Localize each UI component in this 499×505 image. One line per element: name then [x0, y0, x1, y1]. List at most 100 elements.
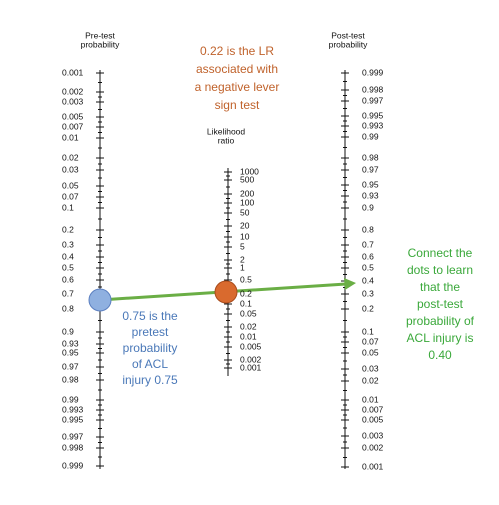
- tick-label: 1000: [240, 166, 259, 176]
- lr-note: associated with: [196, 62, 278, 76]
- tick-label: 0.005: [62, 111, 84, 121]
- tick-label: 0.002: [62, 86, 84, 96]
- tick-label: 0.6: [362, 251, 374, 261]
- tick-label: 0.01: [62, 132, 79, 142]
- tick-label: 0.001: [62, 67, 84, 77]
- tick-label: 0.98: [62, 374, 79, 384]
- tick-label: 0.01: [362, 394, 379, 404]
- posttest-note: 0.40: [428, 348, 452, 362]
- tick-label: 0.07: [362, 336, 379, 346]
- tick-label: 0.002: [362, 442, 384, 452]
- tick-label: 0.993: [362, 120, 384, 130]
- tick-label: 0.998: [362, 84, 384, 94]
- tick-label: 0.95: [62, 347, 79, 357]
- tick-label: 0.02: [362, 375, 379, 385]
- tick-label: 500: [240, 174, 254, 184]
- tick-label: 0.001: [362, 461, 384, 471]
- tick-label: 0.999: [362, 67, 384, 77]
- header: probability: [329, 39, 368, 49]
- pretest-note: injury 0.75: [122, 373, 178, 387]
- header: Post-test: [331, 30, 365, 40]
- tick-label: 0.9: [362, 202, 374, 212]
- posttest-note: Connect the: [408, 246, 473, 260]
- tick-label: 0.01: [240, 331, 257, 341]
- tick-label: 0.95: [362, 179, 379, 189]
- tick-label: 200: [240, 188, 254, 198]
- tick-label: 0.3: [62, 239, 74, 249]
- tick-label: 0.98: [362, 152, 379, 162]
- posttest-note: dots to learn: [407, 263, 473, 277]
- tick-label: 0.5: [240, 274, 252, 284]
- tick-label: 0.7: [362, 239, 374, 249]
- posttest-note: ACL injury is: [407, 331, 474, 345]
- tick-label: 0.007: [62, 121, 84, 131]
- header: Pre-test: [85, 30, 115, 40]
- tick-label: 0.07: [62, 191, 79, 201]
- tick-label: 0.4: [62, 251, 74, 261]
- pretest-note: 0.75 is the: [122, 309, 178, 323]
- pretest-note: pretest: [132, 325, 169, 339]
- tick-label: 1: [240, 262, 245, 272]
- tick-label: 0.003: [62, 96, 84, 106]
- pretest-note: of ACL: [132, 357, 168, 371]
- tick-label: 20: [240, 220, 250, 230]
- tick-label: 0.97: [362, 164, 379, 174]
- tick-label: 0.02: [240, 321, 257, 331]
- tick-label: 0.97: [62, 361, 79, 371]
- tick-label: 0.03: [62, 164, 79, 174]
- tick-label: 10: [240, 231, 250, 241]
- tick-label: 0.1: [240, 298, 252, 308]
- tick-label: 0.1: [362, 326, 374, 336]
- header: ratio: [218, 135, 235, 145]
- arrow-head: [344, 278, 356, 290]
- tick-label: 0.05: [62, 180, 79, 190]
- tick-label: 0.997: [62, 431, 84, 441]
- tick-label: 100: [240, 197, 254, 207]
- tick-label: 0.8: [62, 303, 74, 313]
- posttest-note: probability of: [406, 314, 475, 328]
- tick-label: 0.2: [362, 303, 374, 313]
- posttest-note: post-test: [417, 297, 464, 311]
- tick-label: 0.4: [362, 275, 374, 285]
- tick-label: 0.93: [362, 190, 379, 200]
- tick-label: 0.8: [362, 224, 374, 234]
- pretest-dot: [88, 288, 112, 312]
- lr-dot: [214, 280, 238, 304]
- tick-label: 0.2: [240, 288, 252, 298]
- header: Likelihood: [207, 126, 246, 136]
- tick-label: 0.5: [62, 262, 74, 272]
- posttest-note: that the: [420, 280, 460, 294]
- lr-note: sign test: [215, 98, 260, 112]
- tick-label: 0.9: [62, 326, 74, 336]
- tick-label: 0.999: [62, 460, 84, 470]
- tick-label: 0.003: [362, 430, 384, 440]
- tick-label: 0.002: [240, 354, 262, 364]
- tick-label: 50: [240, 207, 250, 217]
- tick-label: 0.2: [62, 224, 74, 234]
- lr-note: 0.22 is the LR: [200, 44, 274, 58]
- tick-label: 0.99: [362, 131, 379, 141]
- tick-label: 0.03: [362, 363, 379, 373]
- tick-label: 0.997: [362, 95, 384, 105]
- tick-label: 0.3: [362, 288, 374, 298]
- tick-label: 0.1: [62, 202, 74, 212]
- tick-label: 0.05: [240, 308, 257, 318]
- tick-label: 0.6: [62, 274, 74, 284]
- lr-note: a negative lever: [195, 80, 280, 94]
- tick-label: 0.007: [362, 404, 384, 414]
- tick-label: 0.005: [362, 414, 384, 424]
- tick-label: 0.02: [62, 152, 79, 162]
- tick-label: 0.99: [62, 394, 79, 404]
- pretest-note: probability: [123, 341, 178, 355]
- tick-label: 0.7: [62, 288, 74, 298]
- header: probability: [81, 39, 120, 49]
- tick-label: 0.995: [62, 414, 84, 424]
- tick-label: 2: [240, 254, 245, 264]
- tick-label: 0.993: [62, 404, 84, 414]
- tick-label: 0.93: [62, 338, 79, 348]
- tick-label: 5: [240, 241, 245, 251]
- tick-label: 0.005: [240, 341, 262, 351]
- tick-label: 0.05: [362, 347, 379, 357]
- tick-label: 0.5: [362, 262, 374, 272]
